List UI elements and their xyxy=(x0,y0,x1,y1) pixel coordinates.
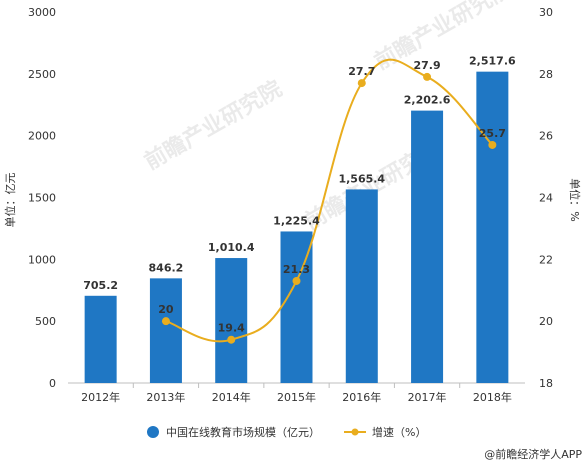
y2-axis-title: 单位：% xyxy=(568,178,582,221)
x-tick-label: 2015年 xyxy=(277,390,316,404)
bar-value-label: 2,202.6 xyxy=(404,94,451,107)
growth-point xyxy=(227,335,236,344)
growth-point xyxy=(292,276,301,285)
x-tick-label: 2017年 xyxy=(408,390,447,404)
growth-value-label: 20 xyxy=(158,303,174,316)
y-tick-label: 1500 xyxy=(28,192,56,205)
growth-point xyxy=(488,140,497,149)
bar-value-label: 846.2 xyxy=(149,261,184,274)
growth-value-label: 25.7 xyxy=(479,127,506,140)
growth-point xyxy=(161,317,170,326)
legend-bar-label: 中国在线教育市场规模（亿元） xyxy=(166,425,320,439)
y-axis-title: 单位：亿元 xyxy=(3,173,17,228)
legend-bar-marker xyxy=(147,426,159,438)
growth-value-label: 19.4 xyxy=(218,322,245,335)
growth-point xyxy=(423,72,432,81)
axes: 0 500 1000 1500 2000 2500 3000 18 20 22 24 26 28 30 20… xyxy=(28,6,553,404)
y-tick-label: 1000 xyxy=(28,253,56,266)
bar-value-label: 1,010.4 xyxy=(208,241,255,254)
y-tick-label: 500 xyxy=(35,315,56,328)
legend-line-label: 增速（%） xyxy=(372,425,426,439)
x-tick-label: 2016年 xyxy=(342,390,381,404)
watermark-text-1: 前瞻产业研究院 xyxy=(140,76,286,176)
growth-value-label: 27.7 xyxy=(348,65,375,78)
bar xyxy=(345,189,378,383)
legend-line-dot xyxy=(351,428,359,436)
bar-value-label: 705.2 xyxy=(83,279,118,292)
x-tick-label: 2014年 xyxy=(212,390,251,404)
bar xyxy=(149,278,182,383)
y2-tick-label: 22 xyxy=(539,253,553,266)
growth-point xyxy=(357,79,366,88)
growth-value-label: 21.3 xyxy=(283,263,310,276)
y2-tick-label: 24 xyxy=(539,192,553,205)
y-tick-label: 2500 xyxy=(28,68,56,81)
y2-tick-label: 26 xyxy=(539,130,553,143)
y2-tick-label: 20 xyxy=(539,315,553,328)
bar xyxy=(476,71,509,383)
y2-tick-label: 18 xyxy=(539,377,553,390)
y2-tick-label: 28 xyxy=(539,68,553,81)
y2-tick-label: 30 xyxy=(539,6,553,19)
legend: 中国在线教育市场规模（亿元） 增速（%） xyxy=(147,425,426,439)
data-labels: 705.2 846.2 1,010.4 1,225.4 1,565.4 2,202.6 2,… xyxy=(83,55,516,335)
x-tick-label: 2013年 xyxy=(146,390,185,404)
bar-value-label: 2,517.6 xyxy=(469,55,516,68)
bar xyxy=(411,110,444,383)
bar xyxy=(215,258,248,383)
y-tick-label: 2000 xyxy=(28,130,56,143)
source-credit: @前瞻经济学人APP xyxy=(484,447,582,461)
bar-value-label: 1,565.4 xyxy=(338,172,385,185)
y-tick-label: 3000 xyxy=(28,6,56,19)
growth-line xyxy=(161,58,497,344)
bar xyxy=(84,295,117,383)
growth-value-label: 27.9 xyxy=(414,59,441,72)
x-tick-label: 2018年 xyxy=(473,390,512,404)
bars xyxy=(84,71,509,383)
bar-value-label: 1,225.4 xyxy=(273,214,320,227)
x-tick-label: 2012年 xyxy=(81,390,120,404)
y-tick-label: 0 xyxy=(49,377,56,390)
watermark: 前瞻产业研究院 前瞻产业研究院 前瞻产业研究院 xyxy=(140,0,516,235)
